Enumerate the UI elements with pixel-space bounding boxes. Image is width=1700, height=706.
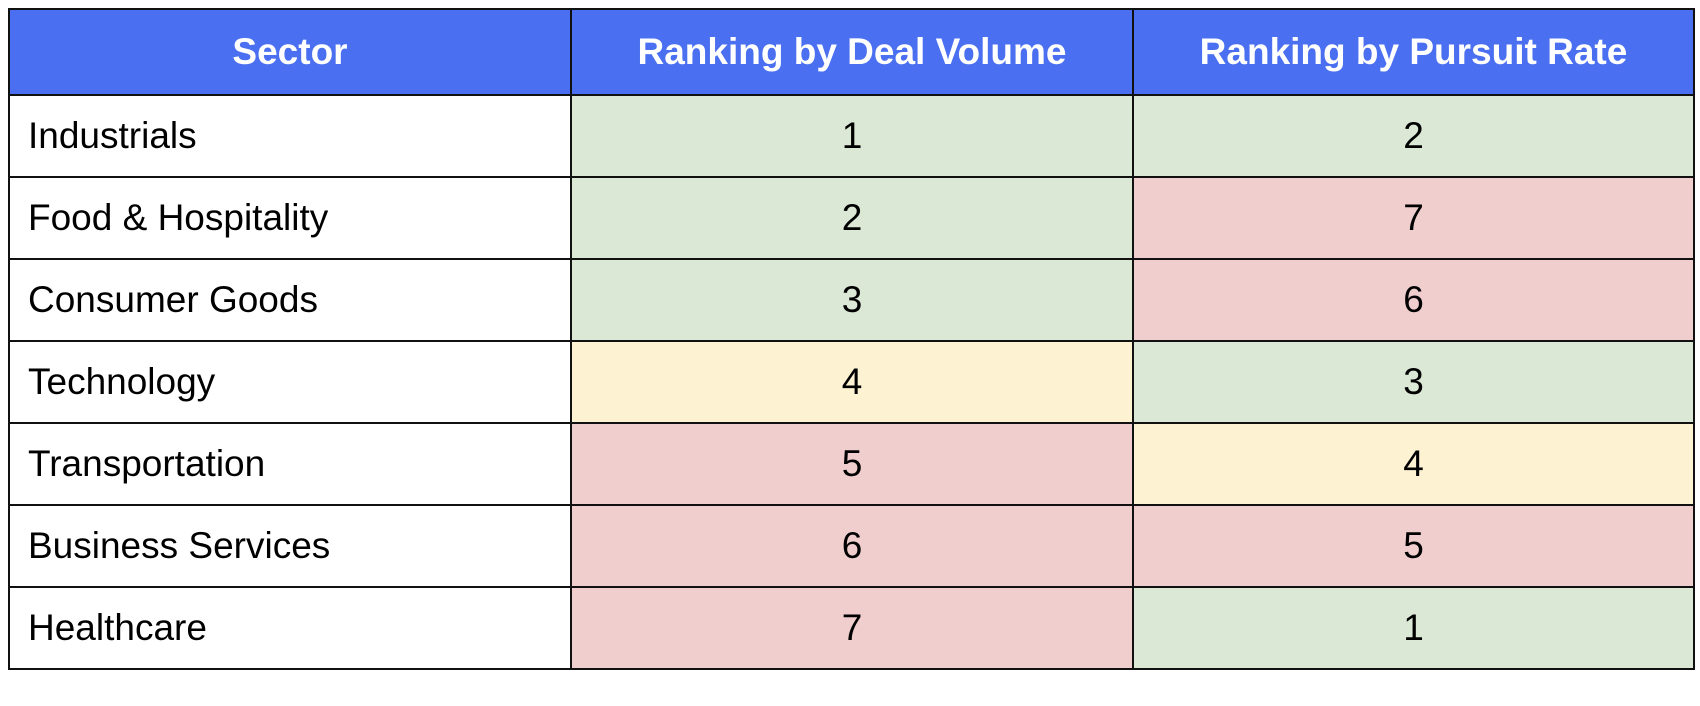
table-row: Business Services 6 5	[8, 504, 1695, 588]
pursuit-rate-cell: 5	[1132, 504, 1695, 588]
sector-ranking-table-wrapper: Sector Ranking by Deal Volume Ranking by…	[8, 8, 1695, 670]
sector-cell: Business Services	[8, 504, 572, 588]
table-row: Consumer Goods 3 6	[8, 258, 1695, 342]
table-row: Healthcare 7 1	[8, 586, 1695, 670]
header-sector: Sector	[8, 8, 572, 96]
deal-volume-cell: 6	[570, 504, 1134, 588]
header-deal-volume: Ranking by Deal Volume	[570, 8, 1134, 96]
pursuit-rate-cell: 7	[1132, 176, 1695, 260]
sector-cell: Consumer Goods	[8, 258, 572, 342]
pursuit-rate-cell: 6	[1132, 258, 1695, 342]
table-row: Technology 4 3	[8, 340, 1695, 424]
table-row: Industrials 1 2	[8, 94, 1695, 178]
header-pursuit-rate: Ranking by Pursuit Rate	[1132, 8, 1695, 96]
deal-volume-cell: 1	[570, 94, 1134, 178]
header-row: Sector Ranking by Deal Volume Ranking by…	[8, 8, 1695, 96]
sector-cell: Healthcare	[8, 586, 572, 670]
sector-cell: Industrials	[8, 94, 572, 178]
sector-cell: Transportation	[8, 422, 572, 506]
pursuit-rate-cell: 4	[1132, 422, 1695, 506]
deal-volume-cell: 4	[570, 340, 1134, 424]
table-body: Industrials 1 2 Food & Hospitality 2 7 C…	[8, 94, 1695, 670]
table-row: Food & Hospitality 2 7	[8, 176, 1695, 260]
table-header: Sector Ranking by Deal Volume Ranking by…	[8, 8, 1695, 96]
pursuit-rate-cell: 3	[1132, 340, 1695, 424]
deal-volume-cell: 2	[570, 176, 1134, 260]
deal-volume-cell: 5	[570, 422, 1134, 506]
sector-cell: Technology	[8, 340, 572, 424]
sector-ranking-table: Sector Ranking by Deal Volume Ranking by…	[8, 8, 1695, 670]
pursuit-rate-cell: 1	[1132, 586, 1695, 670]
pursuit-rate-cell: 2	[1132, 94, 1695, 178]
sector-cell: Food & Hospitality	[8, 176, 572, 260]
deal-volume-cell: 3	[570, 258, 1134, 342]
table-row: Transportation 5 4	[8, 422, 1695, 506]
deal-volume-cell: 7	[570, 586, 1134, 670]
